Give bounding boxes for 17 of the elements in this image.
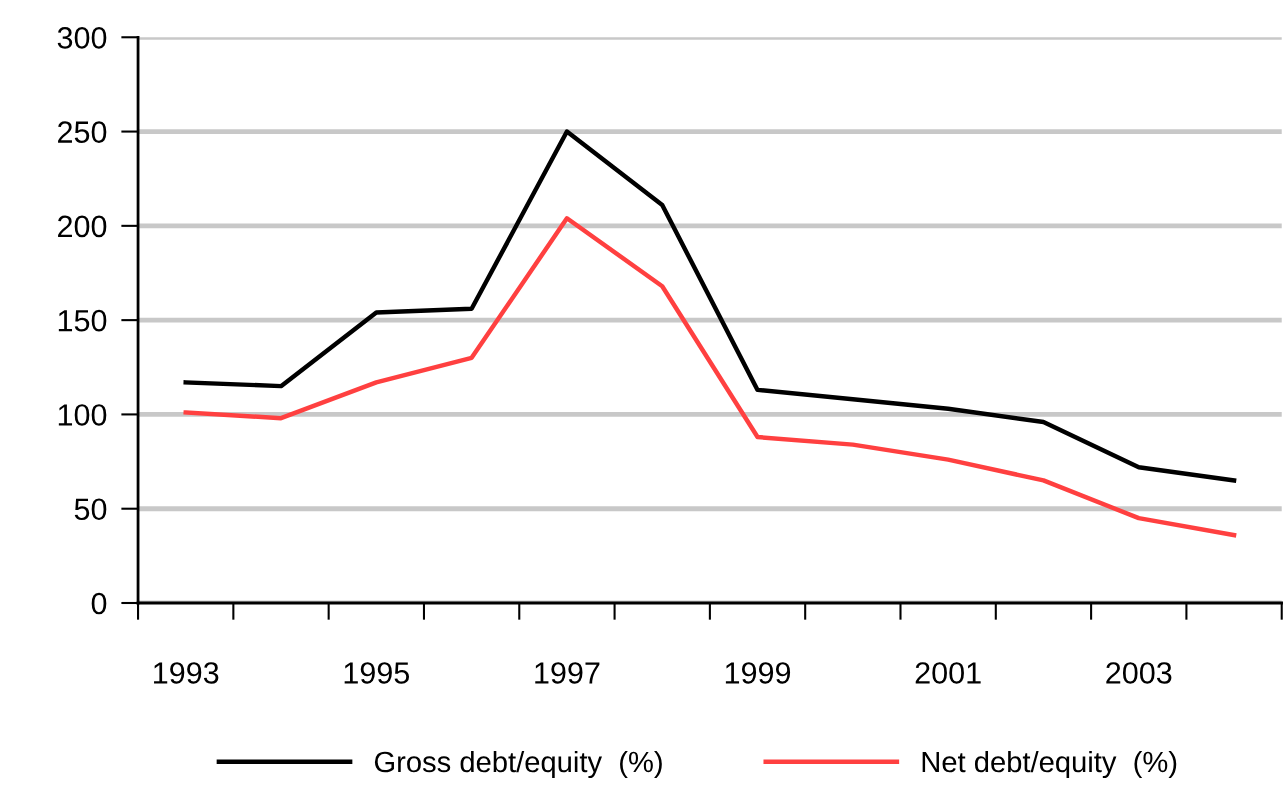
y-tick-label: 250: [58, 121, 107, 143]
legend-label: Gross debt/equity (%): [374, 750, 662, 779]
y-tick-label: 200: [58, 215, 107, 238]
x-tick-label: 2003: [1106, 662, 1172, 684]
y-tick-label: 150: [58, 309, 107, 332]
legend-label: Net debt/equity (%): [922, 750, 1177, 779]
x-tick-label: 2001: [915, 662, 981, 684]
line-series: [183, 129, 1237, 483]
x-tick-label: 1997: [535, 662, 600, 684]
x-tick-label: 1993: [154, 662, 219, 684]
y-tick-label: 100: [58, 404, 107, 426]
line-series: [183, 216, 1237, 538]
y-tick-label: 50: [74, 498, 107, 521]
y-tick-label: 0: [91, 592, 107, 615]
y-tick-label: 300: [57, 27, 107, 49]
x-tick-label: 1995: [344, 662, 410, 684]
x-tick-label: 1999: [725, 662, 791, 684]
